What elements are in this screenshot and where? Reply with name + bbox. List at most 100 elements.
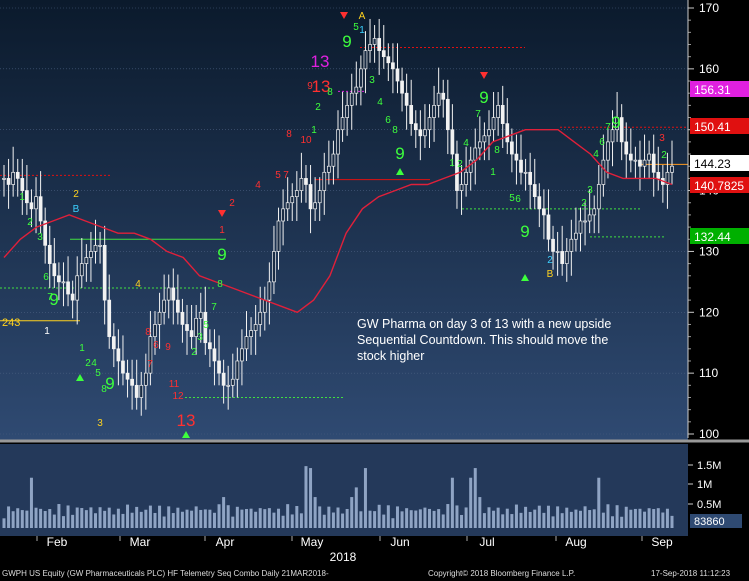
price-box (690, 118, 749, 134)
count-label: 7 (283, 170, 289, 181)
price-box (690, 177, 749, 193)
candle-body (564, 251, 569, 264)
volume-bar (455, 505, 459, 528)
volume-bar (505, 508, 509, 528)
candle-body (208, 342, 212, 350)
volume-bar (551, 516, 555, 528)
footer-copyright: Copyright© 2018 Bloomberg Finance L.P. (428, 569, 576, 578)
volume-bar (492, 510, 496, 528)
candles (2, 18, 674, 416)
candle-body (134, 384, 139, 398)
volume-bar (377, 504, 381, 528)
candle-body (473, 147, 478, 161)
price-box-label: 150.41 (694, 120, 731, 134)
candle-body (57, 275, 61, 283)
volume-bar (208, 509, 212, 528)
volume-bar (11, 511, 15, 528)
candle-body (198, 311, 203, 319)
price-box-label: 140.7825 (694, 179, 744, 193)
volume-bar (542, 512, 546, 528)
volume-bar (295, 506, 299, 528)
volume-bar (473, 468, 477, 528)
price-panel-bg (0, 0, 688, 440)
sell-arrow-icon (480, 72, 488, 79)
candle-body (441, 92, 446, 100)
volume-bar (89, 507, 93, 528)
count-label: 7 (211, 302, 217, 313)
candle-body (555, 251, 560, 253)
volume-bar (528, 511, 532, 528)
volume-box (690, 514, 742, 528)
volume-box-label: 83860 (694, 516, 725, 528)
count-label: 2 (191, 347, 197, 358)
volume-bar (629, 509, 633, 528)
volume-bar (71, 514, 75, 528)
volume-bar (592, 509, 596, 528)
volume-bar (670, 515, 674, 528)
month-label: Jul (479, 535, 494, 549)
volume-bar (441, 514, 445, 528)
chart-annotation: GW Pharma on day 3 of 13 with a new upsi… (357, 317, 612, 363)
candle-body (304, 178, 308, 185)
count-label: 8 (392, 125, 398, 136)
volume-bar (464, 507, 468, 528)
volume-bar (606, 504, 610, 528)
month-label: Apr (216, 535, 235, 549)
volume-bar (418, 509, 422, 528)
candle-body (432, 105, 436, 118)
candle-body (285, 202, 290, 210)
candle-body (299, 178, 304, 191)
count-label: 4 (377, 97, 383, 108)
footer-timestamp: 17-Sep-2018 11:12:23 (651, 569, 731, 578)
count-label: 13 (312, 77, 331, 96)
count-label: 4 (593, 149, 599, 160)
candle-body (391, 62, 395, 70)
volume-bar (588, 510, 592, 528)
buy-arrow-icon (396, 168, 404, 175)
candle-body (532, 184, 537, 198)
candle-body (171, 287, 176, 301)
candle-body (409, 105, 414, 124)
candle-body (102, 244, 107, 301)
volume-bar (524, 506, 528, 528)
volume-bar (400, 511, 404, 528)
volume-bar (322, 514, 326, 528)
price-tick-label: 170 (699, 1, 719, 15)
count-label: 2 (661, 150, 667, 161)
candle-body (230, 378, 235, 386)
volume-bar (665, 508, 669, 528)
candle-body (176, 299, 180, 313)
volume-bar (98, 507, 102, 528)
candle-body (38, 196, 43, 222)
candle-body (61, 281, 66, 284)
candle-body (290, 196, 295, 204)
count-label: 8 (101, 384, 107, 395)
candle-body (148, 336, 153, 374)
candle-body (647, 153, 651, 161)
volume-bar (382, 514, 386, 528)
footer-security: GWPH US Equity (GW Pharmaceuticals PLC) … (2, 569, 329, 578)
candle-body (601, 159, 606, 185)
candle-body (670, 165, 674, 173)
candle-body (354, 86, 359, 94)
volume-bar (331, 512, 335, 528)
volume-bar (203, 509, 207, 528)
candle-body (11, 171, 16, 185)
volume-bar (354, 487, 358, 528)
candle-body (317, 190, 322, 204)
candle-body (336, 129, 340, 155)
volume-bar (578, 510, 582, 528)
candle-body (665, 171, 670, 185)
candle-body (363, 50, 368, 70)
candle-body (482, 135, 487, 143)
count-label: 4 (135, 279, 141, 290)
volume-bar (647, 508, 651, 528)
candle-body (487, 129, 491, 137)
volume-bar (318, 506, 322, 528)
volume-bar (437, 509, 441, 528)
count-label: 6 (599, 137, 605, 148)
count-label: 9 (217, 245, 226, 264)
count-label: 6 (515, 194, 521, 205)
volume-bar (638, 508, 642, 528)
count-label: 5 (95, 368, 101, 379)
